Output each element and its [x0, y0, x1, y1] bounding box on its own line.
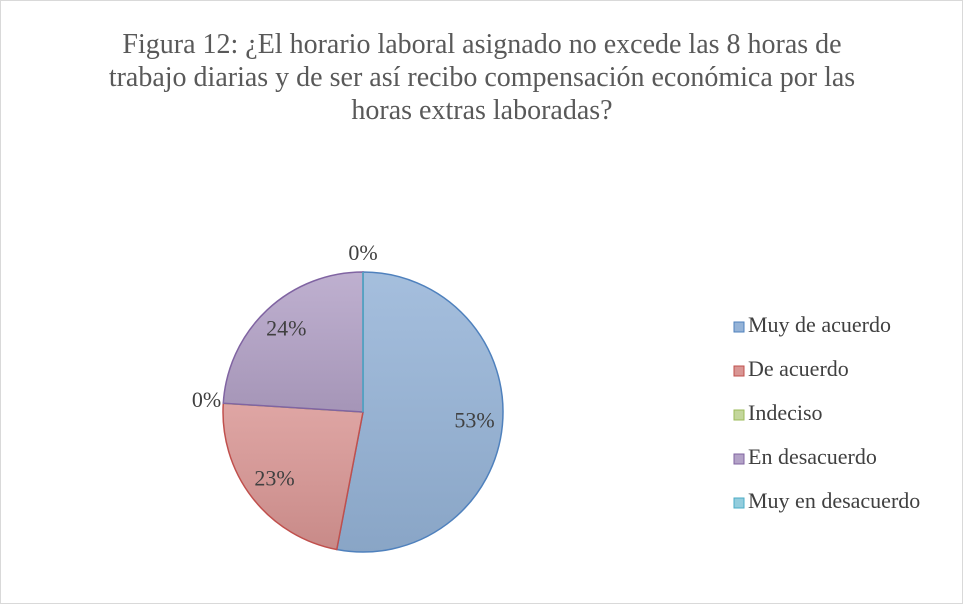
- legend-label: Muy en desacuerdo: [748, 488, 920, 513]
- legend-swatch: [733, 321, 745, 333]
- legend-label: De acuerdo: [748, 356, 849, 381]
- legend-swatch: [733, 497, 745, 509]
- legend-swatch: [733, 453, 745, 465]
- pie-slice: [222, 271, 364, 413]
- legend-label: Indeciso: [748, 400, 823, 425]
- chart-title: Figura 12: ¿El horario laboral asignado …: [108, 29, 856, 126]
- legend-label: Muy de acuerdo: [748, 312, 891, 337]
- data-label: 23%: [254, 466, 294, 491]
- data-label: 53%: [454, 408, 494, 433]
- legend-swatch: [733, 409, 745, 421]
- legend-swatch: [733, 365, 745, 377]
- data-label: 24%: [266, 315, 306, 340]
- data-label: 0%: [192, 387, 221, 412]
- pie-slice: [335, 271, 504, 553]
- pie-slice: [222, 402, 364, 551]
- legend-label: En desacuerdo: [748, 444, 877, 469]
- data-label: 0%: [348, 240, 377, 265]
